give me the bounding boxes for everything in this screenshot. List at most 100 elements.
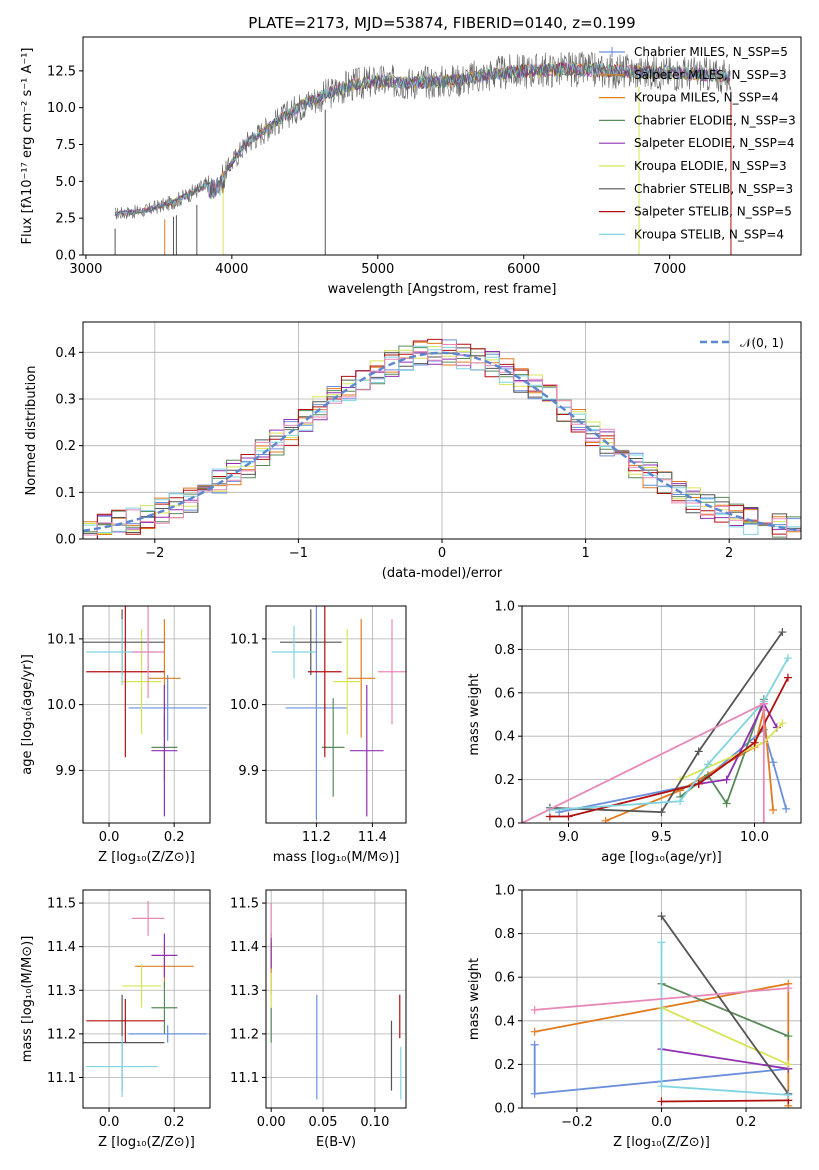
spectrum-line-8 [114, 62, 731, 217]
errorbars [83, 606, 207, 817]
x-tick-label: 0.2 [164, 830, 185, 845]
y-tick-label: 11.3 [47, 984, 76, 999]
series-marker [769, 805, 778, 814]
plot-frame [82, 605, 211, 824]
y-axis-label: mass [log₁₀(M/M⊙)] [20, 936, 35, 1063]
x-tick-label: 0 [438, 546, 446, 561]
legend-entry: Salpeter MILES, N_SSP=3 [634, 68, 787, 82]
y-tick-label: 11.1 [230, 1071, 259, 1086]
x-tick-label: 0.2 [164, 1115, 185, 1130]
y-tick-label: 11.4 [230, 940, 259, 955]
x-tick-label: 0.10 [360, 1115, 389, 1130]
legend-entry: Chabrier MILES, N_SSP=5 [634, 45, 788, 59]
x-tick-label: 11.4 [358, 830, 387, 845]
axes-7: 0.00 0.05 0.10 11.1 11.2 11.3 11.4 11.5 E(B-V) [230, 889, 407, 1150]
axes-4: 11.2 11.4 9.9 10.0 10.1 mass [log₁₀(M/M⊙)] [230, 605, 407, 865]
series-marker [657, 1097, 666, 1106]
plot-frame [521, 889, 802, 1109]
legend-entry: Kroupa ELODIE, N_SSP=3 [634, 159, 787, 173]
y-axis-label: mass weight [467, 673, 482, 755]
x-tick-label: −2 [145, 546, 164, 561]
plot-frame [82, 889, 211, 1109]
series-marker [778, 628, 787, 637]
legend-entry: 𝒩(0, 1) [740, 336, 784, 350]
histogram-series-9 [83, 344, 801, 539]
y-tick-label: 11.2 [230, 1027, 259, 1042]
series-marker [530, 1089, 539, 1098]
legend-entry: Chabrier ELODIE, N_SSP=3 [634, 113, 796, 127]
y-tick-label: 10.0 [47, 698, 76, 713]
x-axis-label: Z [log₁₀(Z/Z⊙)] [613, 1135, 710, 1150]
x-tick-label: 0.0 [99, 830, 120, 845]
x-axis-label: wavelength [Angstrom, rest frame] [328, 282, 557, 297]
x-tick-label: 11.2 [302, 830, 331, 845]
y-tick-label: 10.1 [230, 632, 259, 647]
series-marker [564, 812, 573, 821]
plot-frame [265, 605, 407, 824]
errorbars [270, 903, 402, 1100]
series [530, 912, 793, 1108]
axes-8: −0.2 0.0 0.2 0.0 0.2 0.4 0.6 0.8 1.0 Z [log₁₀(Z/Z… [467, 884, 802, 1150]
x-tick-label: 0.2 [736, 1115, 757, 1130]
axes-5: 9.0 9.5 10.0 0.0 0.2 0.4 0.6 0.8 1.0 age [log₁₀(a… [467, 600, 802, 865]
y-tick-label: 0.2 [494, 1058, 515, 1073]
y-tick-label: 0.6 [494, 971, 515, 986]
series-marker [769, 758, 778, 767]
x-tick-label: 5000 [361, 262, 394, 277]
x-axis-label: Z [log₁₀(Z/Z⊙)] [98, 850, 195, 865]
series-marker [657, 912, 666, 921]
series-marker [778, 719, 787, 728]
series [522, 628, 792, 823]
y-tick-label: 0.0 [494, 817, 515, 832]
x-tick-label: 9.5 [651, 830, 672, 845]
y-axis-label: mass weight [467, 958, 482, 1040]
series-marker [530, 1027, 539, 1036]
x-tick-label: 0.00 [257, 1115, 286, 1130]
y-axis-label: age [log₁₀(age/yr)] [20, 654, 35, 775]
series-line-6 [660, 915, 790, 1095]
x-axis-label: E(B-V) [316, 1135, 356, 1150]
series-marker [694, 779, 703, 788]
series-marker [784, 1032, 793, 1041]
series-line-3 [661, 982, 789, 1037]
x-tick-label: 0.05 [309, 1115, 338, 1130]
series-marker [750, 738, 759, 747]
y-tick-label: 10.0 [230, 698, 259, 713]
x-tick-label: 3000 [69, 262, 102, 277]
plot-frame [265, 889, 407, 1109]
x-tick-label: 2 [725, 546, 733, 561]
x-tick-label: 4000 [215, 262, 248, 277]
x-axis-label: (data-model)/error [382, 566, 503, 581]
y-tick-label: 0.4 [494, 730, 515, 745]
series-marker [784, 1060, 793, 1069]
series-marker [722, 775, 731, 784]
x-axis-label: mass [log₁₀(M/M⊙)] [273, 850, 400, 865]
series-marker [657, 1082, 666, 1091]
grid [266, 606, 406, 823]
y-tick-label: 0.8 [494, 643, 515, 658]
plot-frame [82, 36, 802, 256]
legend-entry: Chabrier STELIB, N_SSP=3 [634, 182, 793, 196]
series-marker [601, 816, 610, 823]
chart-title: PLATE=2173, MJD=53874, FIBERID=0140, z=0… [248, 14, 635, 32]
legend: Chabrier MILES, N_SSP=5 Salpeter MILES, N… [599, 45, 796, 241]
y-axis-label: Normed distribution [24, 366, 39, 496]
y-tick-label: 0.4 [55, 346, 76, 361]
y-tick-label: 10.0 [47, 101, 76, 116]
series-marker [782, 804, 791, 813]
y-tick-label: 0.6 [494, 686, 515, 701]
series-line-9 [534, 987, 789, 1011]
x-tick-label: 9.0 [558, 830, 579, 845]
legend-entry: Salpeter ELODIE, N_SSP=4 [634, 136, 795, 150]
spectra [114, 51, 732, 255]
x-tick-label: 0.0 [651, 1115, 672, 1130]
legend-entry: Salpeter STELIB, N_SSP=5 [634, 205, 792, 219]
series-marker [759, 699, 768, 708]
y-tick-label: 0.2 [55, 439, 76, 454]
y-tick-label: 0.2 [494, 773, 515, 788]
axes-1: 3000 4000 5000 6000 7000 0.0 2.5 5.0 7.5 10.0 12.5… [20, 14, 802, 297]
grid [83, 890, 210, 1108]
y-tick-label: 0.1 [55, 486, 76, 501]
y-tick-label: 11.4 [47, 940, 76, 955]
